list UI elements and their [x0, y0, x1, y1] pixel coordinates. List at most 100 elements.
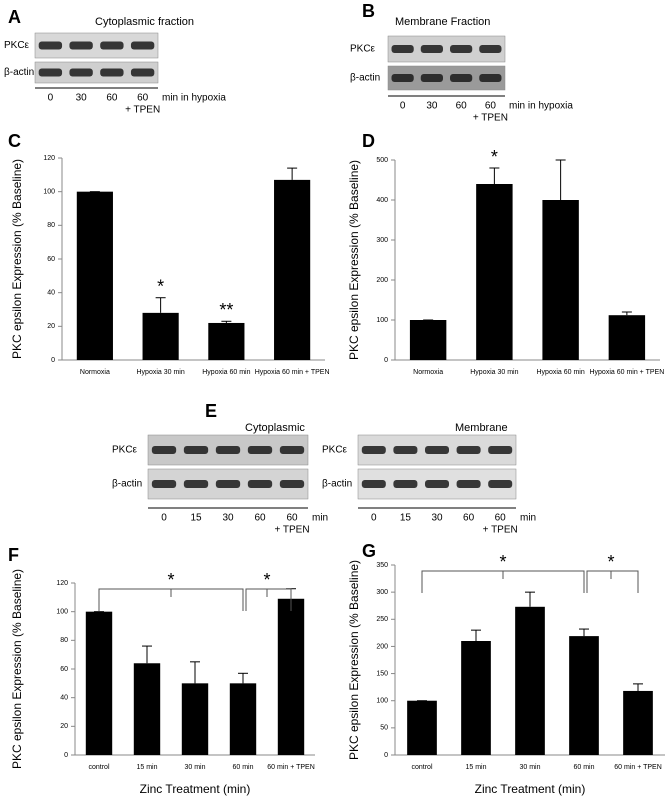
lane-label: 0: [371, 513, 377, 524]
panel-letter: B: [362, 1, 375, 21]
lane-label: 60: [495, 513, 507, 524]
band: [247, 446, 273, 454]
panel-letter: A: [8, 7, 21, 27]
x-tick-label: 30 min: [184, 764, 205, 771]
panel-letter: C: [8, 131, 21, 151]
band: [391, 45, 414, 53]
band: [479, 45, 502, 53]
band: [151, 480, 177, 488]
y-tick-label: 100: [376, 317, 388, 324]
lane-note: + TPEN: [274, 525, 309, 536]
blot-title: Membrane: [455, 422, 508, 434]
lane-label: 60: [254, 513, 266, 524]
y-tick-label: 0: [384, 752, 388, 759]
band: [215, 480, 241, 488]
significance: *: [491, 147, 498, 167]
row-label: PKCε: [322, 445, 348, 456]
x-tick-label: control: [411, 764, 432, 771]
row-label: β-actin: [322, 479, 352, 490]
y-tick-label: 150: [376, 670, 388, 677]
y-tick-label: 250: [376, 616, 388, 623]
lane-label: 60: [106, 93, 118, 104]
y-tick-label: 50: [380, 725, 388, 732]
significance: *: [157, 276, 164, 296]
y-tick-label: 0: [51, 357, 55, 364]
y-tick-label: 20: [47, 323, 55, 330]
bar: [409, 320, 447, 360]
y-tick-label: 20: [60, 723, 68, 730]
x-tick-label: 60 min + TPEN: [267, 764, 315, 771]
lane-label: 15: [190, 513, 202, 524]
y-tick-label: 120: [56, 580, 68, 587]
x-tick-label: 60 min: [573, 764, 594, 771]
lane-label: 0: [400, 101, 406, 112]
bar: [407, 700, 437, 755]
y-tick-label: 300: [376, 237, 388, 244]
bar: [208, 322, 245, 360]
x-axis-label: Zinc Treatment (min): [475, 782, 586, 796]
y-tick-label: 100: [43, 189, 55, 196]
blot-title: Membrane Fraction: [395, 16, 490, 28]
x-tick-label: Hypoxia 60 min + TPEN: [255, 369, 330, 376]
bar: [274, 179, 311, 360]
band: [420, 74, 443, 82]
x-tick-label: 15 min: [136, 764, 157, 771]
bar: [542, 200, 579, 360]
band: [391, 74, 414, 82]
bar: [229, 683, 257, 755]
x-tick-label: Normoxia: [413, 369, 443, 376]
band: [393, 446, 418, 454]
bar: [181, 683, 209, 755]
x-tick-label: Hypoxia 30 min: [470, 369, 518, 376]
band: [183, 446, 209, 454]
band: [450, 74, 473, 82]
band: [424, 480, 450, 488]
blot-title: Cytoplasmic fraction: [95, 16, 194, 28]
x-tick-label: 15 min: [465, 764, 486, 771]
band: [450, 45, 473, 53]
lane-unit: min: [520, 513, 536, 524]
panel-letter: F: [8, 545, 19, 565]
significance: **: [219, 300, 233, 320]
lane-note: + TPEN: [483, 525, 518, 536]
bracket-label: *: [167, 570, 174, 590]
band: [488, 480, 513, 488]
lane-note: + TPEN: [125, 105, 160, 116]
row-label: PKCε: [112, 445, 138, 456]
bracket: [586, 570, 639, 593]
y-tick-label: 100: [376, 698, 388, 705]
blot-title: Cytoplasmic: [245, 422, 305, 434]
band: [183, 480, 209, 488]
bar: [85, 611, 113, 755]
y-tick-label: 120: [43, 155, 55, 162]
y-axis-label: PKC epsilon Expression (% Baseline): [347, 160, 361, 360]
lane-unit: min in hypoxia: [162, 93, 226, 104]
band: [456, 480, 481, 488]
band: [393, 480, 418, 488]
row-label: β-actin: [4, 67, 34, 78]
y-tick-label: 100: [56, 609, 68, 616]
band: [361, 480, 386, 488]
x-tick-label: Normoxia: [80, 369, 110, 376]
bar: [461, 641, 491, 755]
lane-label: 60: [456, 101, 468, 112]
band: [361, 446, 386, 454]
y-tick-label: 300: [376, 589, 388, 596]
lane-label: 30: [76, 93, 88, 104]
lane-label: 60: [137, 93, 149, 104]
bracket-label: *: [607, 552, 614, 572]
band: [456, 446, 481, 454]
y-tick-label: 40: [60, 695, 68, 702]
x-tick-label: 60 min + TPEN: [614, 764, 662, 771]
y-tick-label: 500: [376, 157, 388, 164]
bracket-label: *: [499, 552, 506, 572]
band: [151, 446, 177, 454]
x-tick-label: Hypoxia 30 min: [137, 369, 185, 376]
band: [69, 68, 93, 77]
x-tick-label: 60 min: [232, 764, 253, 771]
band: [38, 68, 63, 77]
panel-letter: D: [362, 131, 375, 151]
band: [279, 480, 305, 488]
band: [130, 41, 155, 50]
y-tick-label: 80: [60, 637, 68, 644]
